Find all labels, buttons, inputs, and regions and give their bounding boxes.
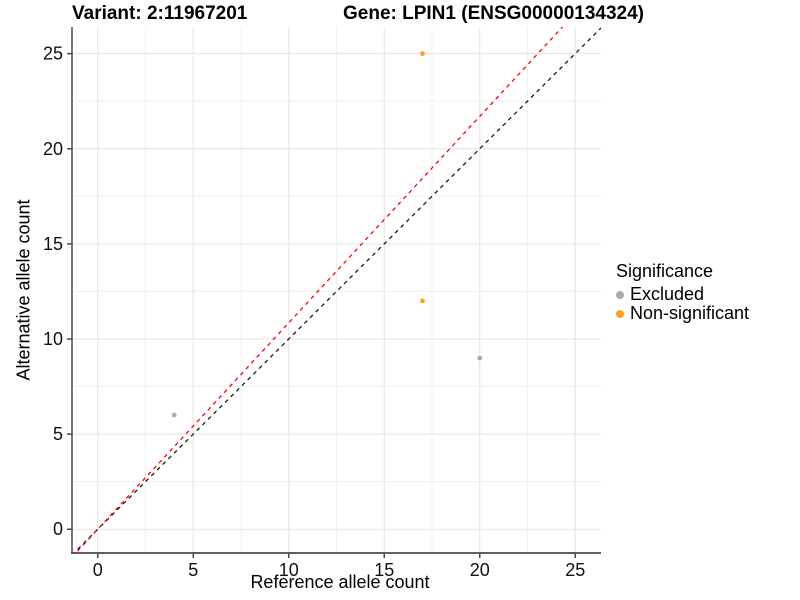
data-point-excluded [477, 355, 483, 361]
legend-item-non-significant: Non-significant [616, 303, 750, 323]
gene-title: Gene: LPIN1 (ENSG00000134324) [343, 3, 644, 24]
y-axis-title: Alternative allele count [13, 199, 34, 381]
y-tick-label: 15 [43, 234, 63, 254]
data-point-non-significant [420, 51, 425, 57]
data-point-excluded [171, 412, 177, 418]
x-tick-label: 10 [279, 560, 299, 580]
expected-ratio-line [74, 27, 564, 553]
y-tick-label: 5 [53, 424, 63, 444]
x-axis-title: Reference allele count [250, 572, 430, 592]
non-significant-dot-icon [616, 309, 624, 318]
x-tick-label: 0 [93, 560, 103, 580]
y-tick-label: 10 [43, 329, 63, 349]
y-tick-label: 20 [43, 139, 63, 159]
x-tick-label: 5 [188, 560, 198, 580]
legend-item-label: Non-significant [630, 303, 750, 323]
x-tick-label: 20 [470, 560, 490, 580]
data-point-non-significant [420, 298, 425, 304]
y-tick-label: 25 [43, 44, 63, 64]
y-tick-label: 0 [53, 519, 63, 539]
excluded-dot-icon [616, 290, 624, 299]
legend-item-label: Excluded [630, 284, 705, 304]
variant-title: Variant: 2:11967201 [72, 3, 248, 24]
x-tick-label: 25 [565, 560, 585, 580]
legend-title: Significance [616, 261, 714, 281]
legend: Significance Excluded Non-significant [616, 261, 749, 323]
x-tick-label: 15 [374, 560, 394, 580]
legend-item-excluded: Excluded [616, 284, 749, 304]
